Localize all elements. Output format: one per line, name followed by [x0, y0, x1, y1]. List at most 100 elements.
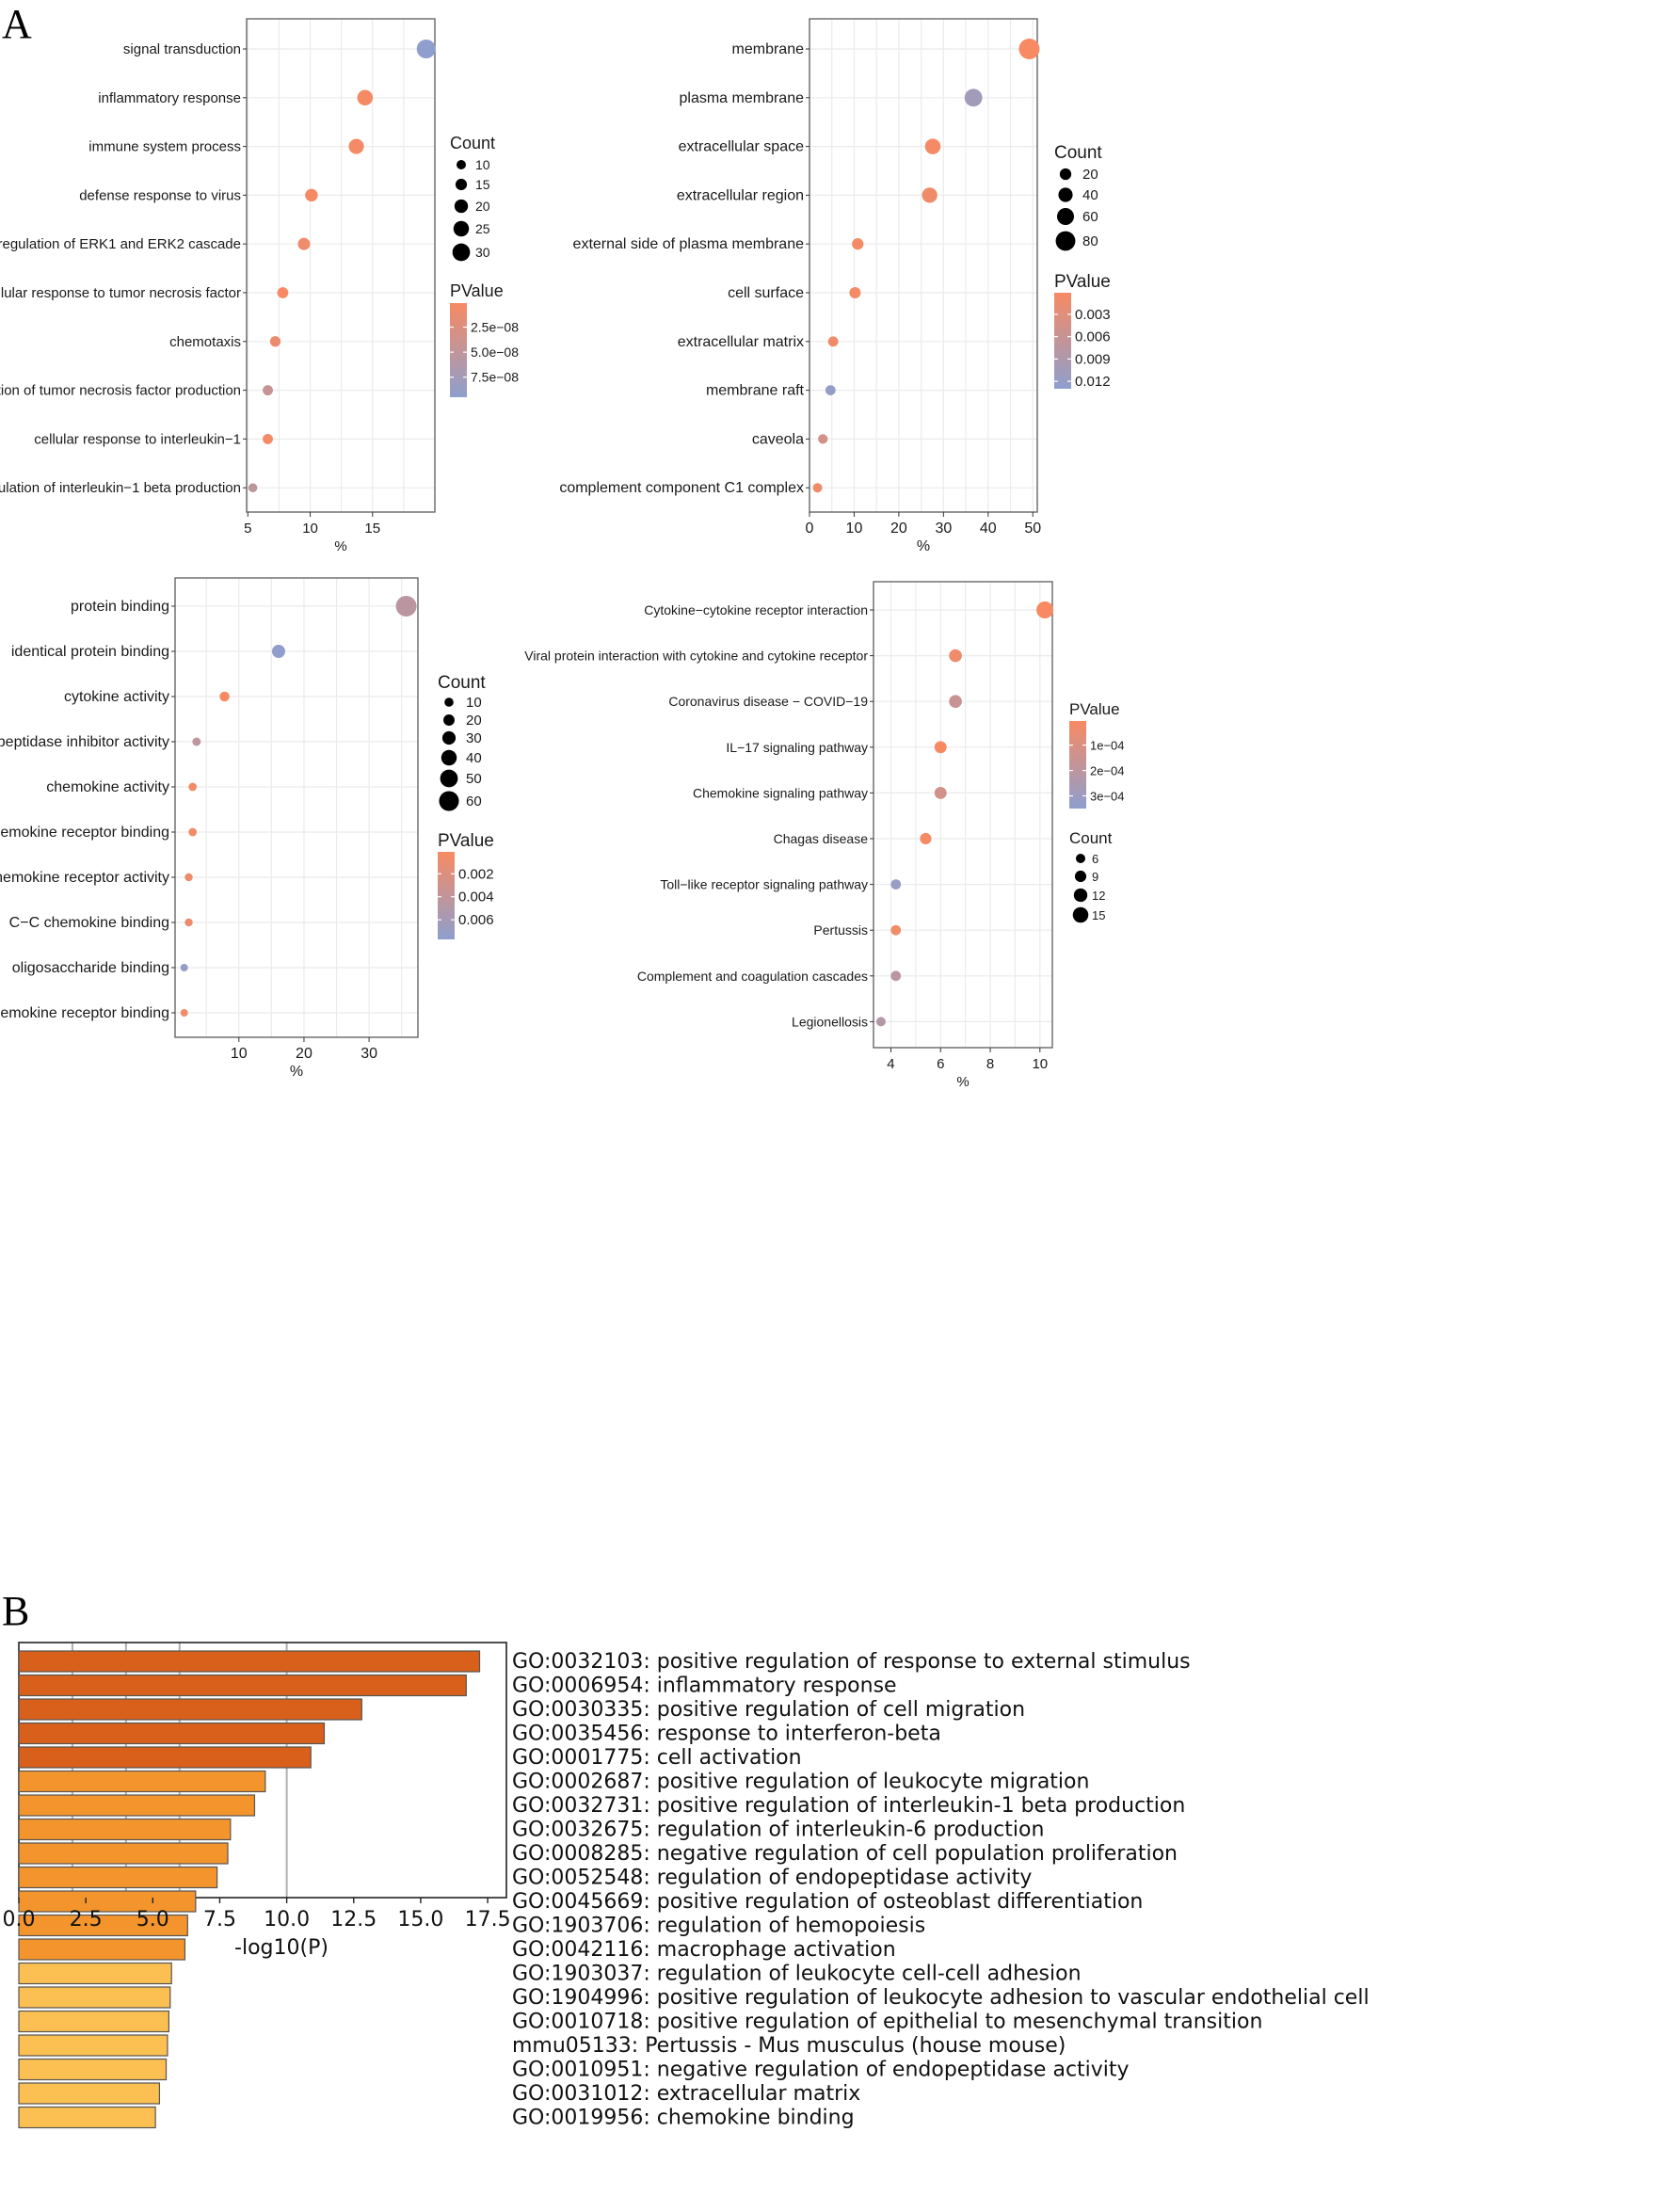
x-tick-label: 5 [244, 521, 251, 537]
count-legend-title: Count [438, 673, 486, 693]
count-legend-dot [454, 199, 469, 214]
y-tick-label: peptidase inhibitor activity [0, 734, 169, 750]
data-point [188, 827, 198, 837]
colorbar-tick-label: 0.006 [1075, 329, 1111, 345]
bar [18, 1914, 188, 1937]
count-legend-label: 80 [1082, 233, 1098, 249]
x-tick-label: 30 [935, 521, 952, 537]
count-legend-label: 60 [466, 793, 482, 809]
bar [18, 1938, 186, 1961]
count-legend-label: 30 [475, 245, 490, 260]
x-tick-label: 0.0 [3, 1908, 36, 1931]
y-tick-label: IL−17 signaling pathway [726, 740, 868, 755]
data-point [263, 433, 273, 444]
dotplot-kegg: Cytokine−cytokine receptor interaction Vi… [524, 581, 1125, 1090]
y-tick-label: extracellular region [677, 187, 804, 203]
data-point [812, 483, 823, 493]
count-legend-label: 10 [475, 157, 490, 172]
y-tick-label: immune system process [88, 139, 241, 155]
count-legend-dot [1055, 231, 1076, 251]
plot-frame [174, 577, 419, 1038]
y-tick-label: cellular response to interleukin−1 [34, 431, 241, 447]
y-tick-label: positive regulation of ERK1 and ERK2 cas… [0, 236, 241, 252]
y-tick-label: chemokine receptor activity [0, 870, 169, 886]
count-legend-dot [444, 697, 454, 707]
pvalue-legend-title: PValue [1069, 700, 1120, 718]
colorbar-tick-label: 2e−04 [1090, 764, 1125, 778]
data-point [852, 238, 864, 250]
x-tick-label: 0 [806, 521, 814, 537]
bar [18, 2034, 168, 2057]
plot-frame [809, 18, 1038, 513]
y-tick-label: Toll−like receptor signaling pathway [660, 877, 868, 892]
x-tick-label: 7.5 [203, 1908, 236, 1931]
y-tick-label: Chemokine signaling pathway [693, 785, 868, 800]
count-legend-label: 20 [466, 713, 482, 729]
x-axis-title: % [334, 538, 346, 554]
y-tick-label: protein binding [71, 599, 169, 615]
x-tick-label: 15.0 [397, 1908, 443, 1931]
pvalue-legend-title: PValue [1054, 272, 1111, 292]
data-point [949, 649, 962, 663]
colorbar-tick-label: 0.002 [458, 866, 494, 882]
colorbar-tick-label: 0.012 [1075, 374, 1111, 390]
count-legend-dot [453, 220, 470, 237]
bar-label: GO:1903706: regulation of hemopoiesis [512, 1915, 925, 1938]
colorbar-tick-label: 0.006 [458, 912, 494, 928]
count-legend-label: 40 [466, 750, 482, 766]
y-tick-label: chemotaxis [169, 334, 241, 350]
bar [18, 1986, 171, 2009]
data-point [875, 1017, 886, 1027]
bar-label: GO:1903037: regulation of leukocyte cell… [512, 1963, 1082, 1986]
y-tick-label: complement component C1 complex [559, 480, 804, 496]
y-tick-label: chemokine activity [46, 779, 169, 795]
count-legend-title: Count [450, 134, 495, 152]
x-tick-label: 10 [302, 521, 318, 537]
count-legend-dot [452, 243, 471, 262]
data-point [357, 89, 374, 106]
count-legend-dot [440, 769, 458, 788]
y-tick-label: identical protein binding [11, 644, 169, 660]
x-tick-label: 10 [846, 521, 863, 537]
colorbar-tick-label: 7.5e−08 [471, 370, 519, 385]
y-tick-label: caveola [752, 431, 804, 447]
bar [18, 1962, 172, 1985]
dotplot-mf: protein binding identical protein binding… [0, 577, 494, 1080]
count-legend-label: 12 [1092, 889, 1105, 903]
bar-label: GO:1904996: positive regulation of leuko… [512, 1986, 1370, 2010]
count-legend-dot [439, 791, 459, 811]
x-tick-label: 17.5 [465, 1908, 511, 1931]
data-point [890, 970, 902, 982]
colorbar-tick-label: 0.004 [458, 890, 494, 906]
y-tick-label: inflammatory response [98, 90, 241, 106]
count-legend-dot [1058, 187, 1073, 202]
data-point [890, 879, 902, 890]
pvalue-colorbar [450, 303, 467, 397]
x-tick-label: 20 [890, 521, 907, 537]
bar-label: GO:0035456: response to interferon-beta [512, 1723, 941, 1746]
colorbar-tick-label: 3e−04 [1090, 790, 1125, 804]
count-legend-dot [443, 714, 455, 726]
y-tick-label: C−C chemokine binding [9, 915, 169, 931]
colorbar-tick-label: 1e−04 [1090, 739, 1125, 753]
colorbar-tick-label: 0.003 [1075, 307, 1111, 323]
bar-label: GO:0006954: inflammatory response [512, 1675, 897, 1698]
data-point [192, 737, 201, 746]
x-axis-title: % [290, 1064, 303, 1080]
y-tick-label: Pertussis [813, 922, 868, 938]
count-legend-label: 20 [475, 199, 490, 214]
x-tick-label: 50 [1024, 521, 1041, 537]
data-point [348, 138, 364, 154]
colorbar-tick-label: 0.009 [1075, 351, 1111, 367]
x-tick-label: 10 [231, 1046, 248, 1062]
y-tick-label: cytokine activity [64, 689, 169, 705]
x-tick-label: 8 [986, 1056, 994, 1072]
x-tick-label: 30 [361, 1046, 377, 1062]
data-point [416, 40, 436, 58]
data-point [849, 287, 861, 298]
x-tick-label: 40 [980, 521, 997, 537]
data-point [1036, 601, 1054, 618]
count-legend-dot [1076, 854, 1085, 863]
bar-label: GO:0008285: negative regulation of cell … [512, 1842, 1178, 1866]
